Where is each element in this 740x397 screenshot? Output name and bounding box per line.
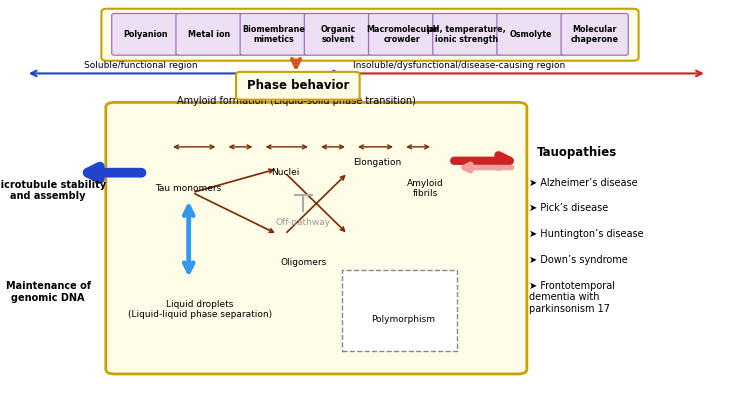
- Text: Molecular
chaperone: Molecular chaperone: [571, 25, 619, 44]
- Text: Amyloid formation (Liquid-solid phase transition): Amyloid formation (Liquid-solid phase tr…: [177, 96, 415, 106]
- Bar: [342, 270, 457, 351]
- Text: Elongation: Elongation: [353, 158, 402, 167]
- FancyBboxPatch shape: [106, 102, 527, 374]
- Text: ➤ Frontotemporal
dementia with
parkinsonism 17: ➤ Frontotemporal dementia with parkinson…: [529, 281, 615, 314]
- Text: Biomembrane
mimetics: Biomembrane mimetics: [242, 25, 305, 44]
- FancyBboxPatch shape: [561, 13, 628, 55]
- FancyBboxPatch shape: [433, 13, 500, 55]
- FancyBboxPatch shape: [304, 13, 371, 55]
- Text: Phase behavior: Phase behavior: [246, 79, 349, 92]
- Text: Tau monomers: Tau monomers: [155, 184, 222, 193]
- Text: ➤ Alzheimer’s disease: ➤ Alzheimer’s disease: [529, 177, 638, 187]
- Text: Microtubule stability
and assembly: Microtubule stability and assembly: [0, 180, 106, 201]
- Text: Oligomers: Oligomers: [280, 258, 326, 266]
- Text: Insoluble/dysfunctional/disease-causing region: Insoluble/dysfunctional/disease-causing …: [353, 61, 565, 70]
- Text: pH, temperature,
ionic strength: pH, temperature, ionic strength: [427, 25, 505, 44]
- Text: Metal ion: Metal ion: [189, 30, 231, 39]
- FancyBboxPatch shape: [101, 9, 639, 61]
- Text: Tauopathies: Tauopathies: [536, 146, 616, 159]
- Text: Osmolyte: Osmolyte: [509, 30, 552, 39]
- Text: ➤ Pick’s disease: ➤ Pick’s disease: [529, 203, 608, 213]
- Text: Polymorphism: Polymorphism: [371, 315, 435, 324]
- Text: Off-pathway: Off-pathway: [276, 218, 331, 227]
- Text: Macromolecular
crowder: Macromolecular crowder: [366, 25, 438, 44]
- FancyBboxPatch shape: [240, 13, 307, 55]
- Text: Organic
solvent: Organic solvent: [320, 25, 355, 44]
- Text: ➤ Huntington’s disease: ➤ Huntington’s disease: [529, 229, 644, 239]
- Text: ➤ Down’s syndrome: ➤ Down’s syndrome: [529, 255, 628, 265]
- Text: Soluble/functional region: Soluble/functional region: [84, 61, 198, 70]
- Text: Amyloid
fibrils: Amyloid fibrils: [407, 179, 444, 198]
- FancyBboxPatch shape: [176, 13, 243, 55]
- Text: Nuclei: Nuclei: [271, 168, 299, 177]
- FancyBboxPatch shape: [112, 13, 179, 55]
- FancyBboxPatch shape: [497, 13, 564, 55]
- FancyBboxPatch shape: [369, 13, 436, 55]
- Text: Polyanion: Polyanion: [123, 30, 168, 39]
- Text: Liquid droplets
(Liquid-liquid phase separation): Liquid droplets (Liquid-liquid phase sep…: [128, 300, 272, 319]
- FancyBboxPatch shape: [236, 72, 360, 100]
- Text: Maintenance of
genomic DNA: Maintenance of genomic DNA: [6, 281, 90, 303]
